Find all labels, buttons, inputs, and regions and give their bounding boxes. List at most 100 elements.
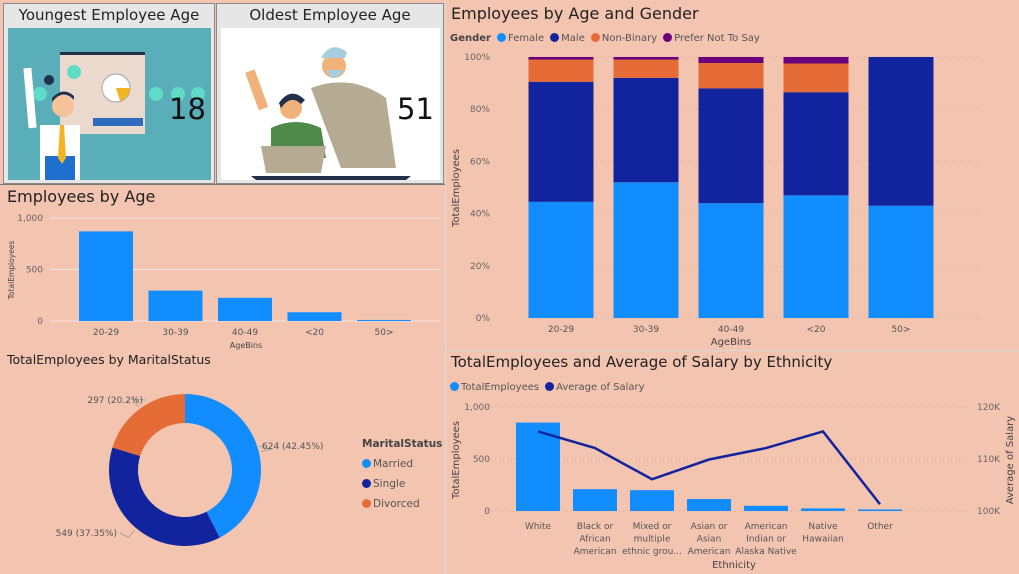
ethnicity-combo-chart: 0 100K 500 110K 1,000 120K White Black or Africa… — [451, 403, 1016, 571]
x-axis-label: AgeBins — [230, 341, 262, 350]
y-tick-label: 0 — [37, 317, 43, 327]
x-tick-label: ethnic grou... — [622, 547, 682, 557]
employees-by-age-chart: 0 500 1,000 20-29 30-39 40-49 <20 50> AgeBins Tot… — [7, 214, 440, 350]
legend-item-married[interactable]: Married — [362, 454, 442, 474]
bar-segment-female[interactable] — [613, 182, 679, 318]
y-tick-label: 0% — [476, 314, 491, 324]
bar-50>[interactable] — [357, 319, 411, 321]
x-tick-label: 50> — [892, 325, 911, 335]
legend-item-average-salary[interactable]: Average of Salary — [545, 382, 645, 393]
y-tick-label: 40% — [470, 210, 490, 220]
gender-legend: Gender Female Male Non-Binary Prefer Not… — [450, 33, 760, 44]
legend-label: Non-Binary — [601, 33, 658, 44]
bar-segment-non-binary[interactable] — [698, 63, 764, 89]
oldest-age-card: Oldest Employee Age 51 — [216, 3, 444, 184]
legend-label: Prefer Not To Say — [674, 33, 760, 44]
bar-segment-male[interactable] — [868, 57, 934, 206]
panel-divider — [0, 184, 445, 185]
y-tick-label: 100% — [464, 53, 490, 63]
marital-status-donut: 624 (42.45%) 549 (37.35%) 297 (20.2%) — [56, 394, 323, 546]
legend-item-total-employees[interactable]: TotalEmployees — [450, 382, 539, 393]
bar-segment-female[interactable] — [783, 195, 849, 318]
legend-dot — [663, 33, 673, 42]
bar-40-49[interactable] — [218, 297, 272, 321]
bar-Black or African American[interactable] — [573, 489, 617, 511]
legend-item-male[interactable]: Male — [550, 33, 585, 44]
legend-label: Married — [373, 458, 413, 470]
employees-by-age-title: Employees by Age — [7, 187, 156, 206]
marital-legend: MaritalStatus Married Single Divorced — [362, 434, 442, 514]
bar-segment-male[interactable] — [528, 81, 594, 202]
legend-dot — [362, 459, 371, 468]
x-tick-label: Black or — [577, 522, 614, 532]
bar-segment-female[interactable] — [868, 205, 934, 318]
bar-segment-prefer-not-to-say[interactable] — [613, 57, 679, 60]
bar-segment-prefer-not-to-say[interactable] — [698, 57, 764, 64]
mentor-illustration — [221, 28, 440, 180]
bar-segment-non-binary[interactable] — [528, 59, 594, 82]
x-tick-label: American — [688, 547, 731, 557]
panel-divider — [446, 350, 1019, 351]
bar-segment-male[interactable] — [613, 77, 679, 183]
donut-slice-divorced[interactable] — [112, 394, 185, 457]
oldest-age-value: 51 — [397, 92, 434, 126]
y2-tick-label: 100K — [977, 507, 1001, 517]
legend-item-prefer-not[interactable]: Prefer Not To Say — [663, 33, 760, 44]
x-tick-label: Asian — [697, 535, 722, 545]
donut-slice-married[interactable] — [185, 394, 261, 538]
donut-slice-single[interactable] — [109, 447, 220, 546]
marital-status-title: TotalEmployees by MaritalStatus — [7, 352, 211, 367]
bar-segment-non-binary[interactable] — [783, 63, 849, 93]
bar-segment-female[interactable] — [698, 203, 764, 318]
bar-segment-prefer-not-to-say[interactable] — [528, 57, 594, 60]
x-tick-label: <20 — [807, 325, 826, 335]
bar-20-29[interactable] — [79, 231, 133, 321]
legend-dot — [450, 382, 459, 391]
legend-label: Male — [561, 33, 585, 44]
x-tick-label: 30-39 — [633, 325, 659, 335]
legend-title: MaritalStatus — [362, 438, 443, 450]
bar-Mixed or multiple ethnic grou...[interactable] — [630, 490, 674, 511]
ethnicity-legend: TotalEmployees Average of Salary — [450, 382, 645, 393]
bar-<20[interactable] — [287, 312, 342, 321]
x-tick-label: White — [525, 522, 552, 532]
y-tick-label: 20% — [470, 262, 490, 272]
bar-segment-male[interactable] — [783, 92, 849, 196]
y2-tick-label: 120K — [977, 403, 1001, 413]
y-tick-label: 1,000 — [17, 214, 43, 224]
legend-label: Divorced — [373, 498, 420, 510]
bar-Native Hawaiian[interactable] — [801, 508, 845, 511]
bar-segment-male[interactable] — [698, 88, 764, 204]
x-tick-label: 50> — [375, 328, 394, 338]
legend-item-single[interactable]: Single — [362, 474, 442, 494]
x-tick-label: American — [574, 547, 617, 557]
x-tick-label: multiple — [634, 535, 671, 545]
y-axis-label: TotalEmployees — [451, 149, 462, 228]
legend-title: Gender — [450, 33, 491, 44]
legend-item-divorced[interactable]: Divorced — [362, 494, 442, 514]
x-tick-label: 40-49 — [718, 325, 744, 335]
y2-tick-label: 110K — [977, 455, 1001, 465]
data-label: 549 (37.35%) — [56, 529, 117, 539]
youngest-age-value: 18 — [169, 92, 206, 126]
card-title: Youngest Employee Age — [18, 6, 200, 24]
bar-American Indian or Alaska Native[interactable] — [744, 505, 788, 511]
legend-item-non-binary[interactable]: Non-Binary — [590, 33, 658, 44]
x-tick-label: Asian or — [691, 522, 728, 532]
y-tick-label: 60% — [470, 157, 490, 167]
bar-Asian or Asian American[interactable] — [687, 499, 731, 511]
bar-segment-female[interactable] — [528, 201, 594, 318]
bar-segment-non-binary[interactable] — [613, 59, 679, 78]
bar-30-39[interactable] — [148, 290, 203, 321]
legend-label: Female — [507, 33, 545, 44]
legend-item-female[interactable]: Female — [496, 33, 545, 44]
x-tick-label: Indian or — [746, 535, 786, 545]
x-tick-label: Alaska Native — [735, 547, 797, 557]
age-gender-title: Employees by Age and Gender — [451, 4, 699, 23]
bar-segment-prefer-not-to-say[interactable] — [783, 57, 849, 64]
x-tick-label: 30-39 — [162, 328, 188, 338]
x-axis-label: AgeBins — [711, 337, 752, 348]
bar-Other[interactable] — [858, 509, 902, 511]
x-tick-label: 40-49 — [232, 328, 258, 338]
bar-White[interactable] — [516, 422, 560, 511]
